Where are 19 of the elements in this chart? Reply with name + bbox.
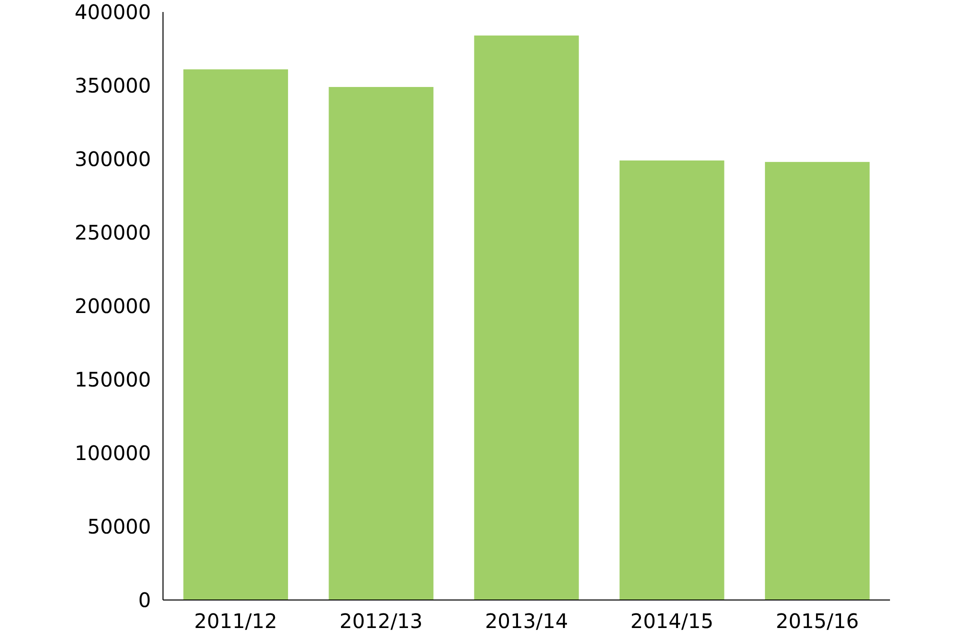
x-tick-label: 2013/14 [484,609,568,633]
y-tick-label: 50000 [87,514,151,538]
x-tick-label: 2014/15 [630,609,714,633]
y-tick-label: 100000 [74,441,151,465]
bar [183,69,288,600]
y-tick-label: 350000 [74,74,151,98]
x-tick-label: 2011/12 [194,609,278,633]
y-tick-label: 200000 [74,294,151,318]
x-tick-label: 2015/16 [776,609,859,633]
x-tick-label: 2012/13 [340,609,423,633]
y-tick-label: 250000 [74,220,151,244]
y-tick-label: 0 [138,588,151,612]
y-tick-label: 400000 [74,0,151,24]
bar [328,86,434,600]
bar [764,162,870,600]
bar [474,36,579,600]
y-tick-label: 150000 [74,368,151,392]
y-tick-label: 300000 [74,147,151,171]
bar [620,160,724,600]
